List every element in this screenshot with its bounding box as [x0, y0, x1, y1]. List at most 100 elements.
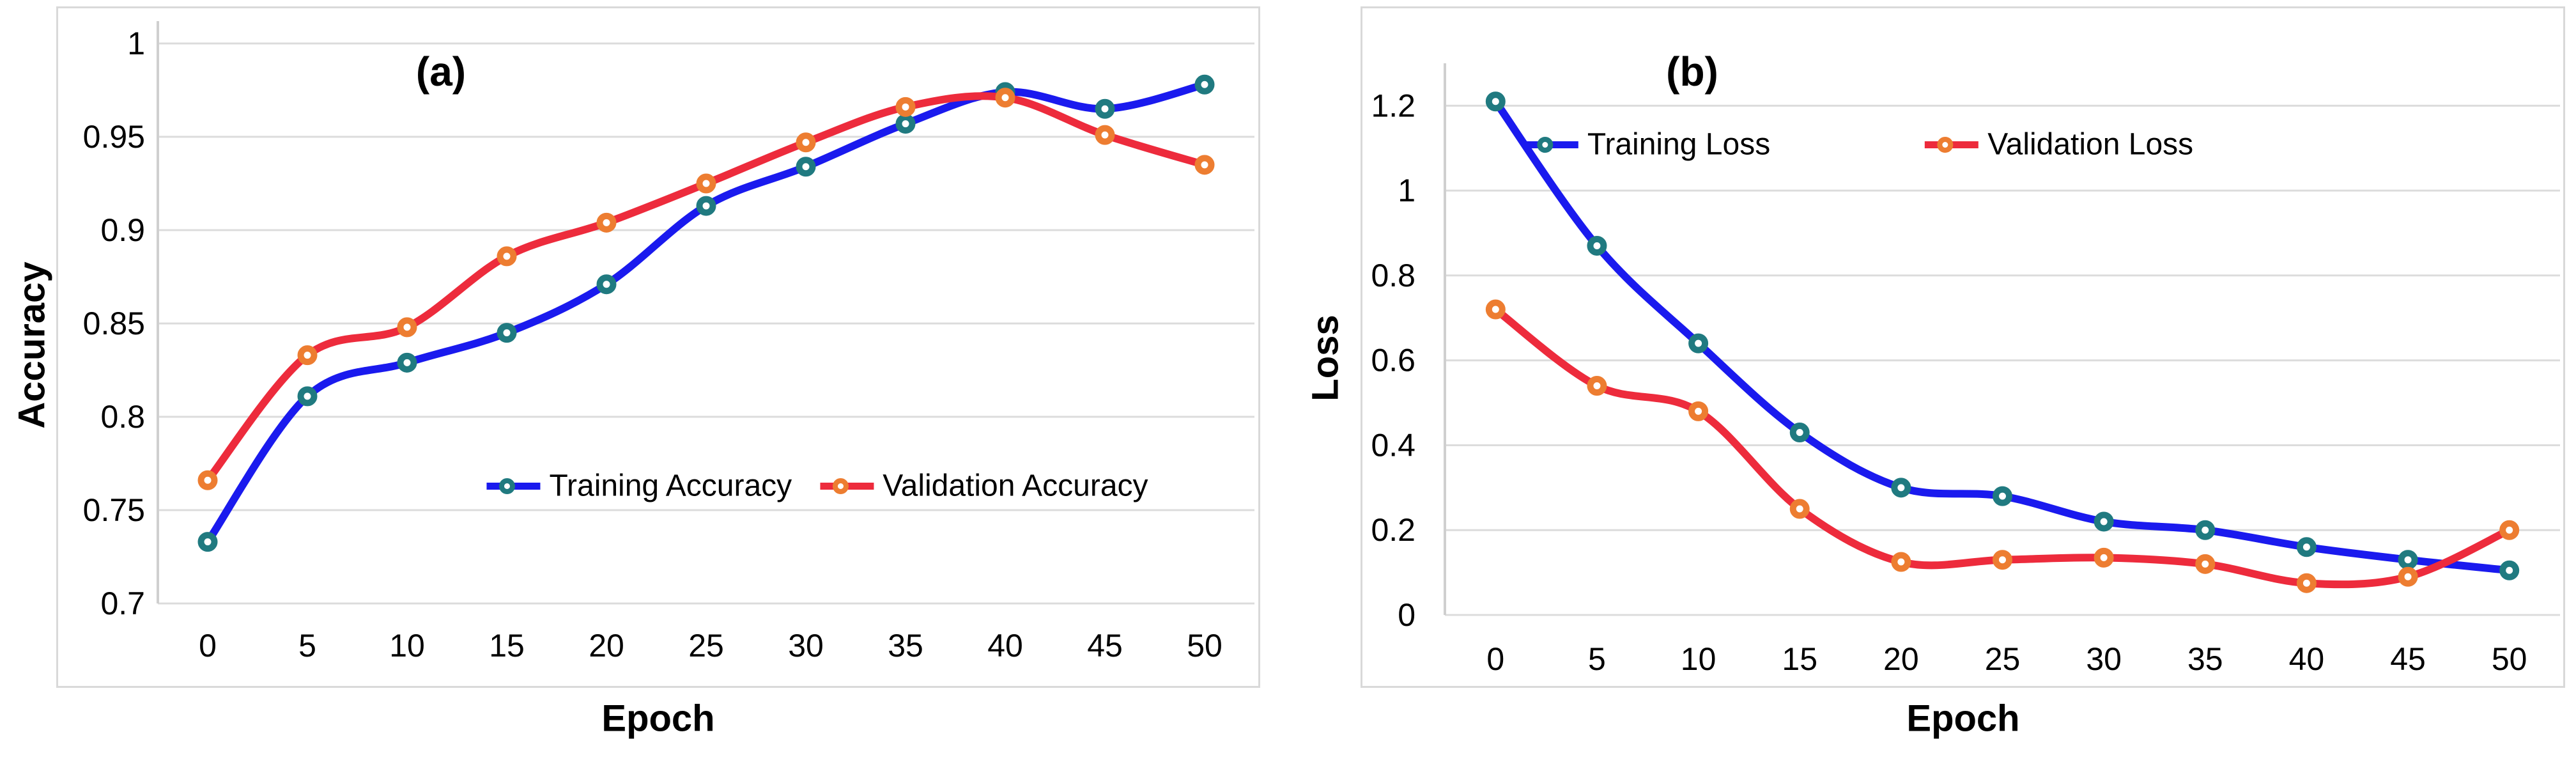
- y-tick-label: 0: [1398, 597, 1415, 633]
- legend-item-validation-accuracy: Validation Accuracy: [819, 469, 1148, 504]
- data-point-marker: [497, 323, 517, 343]
- loss-legend: Training Loss Validation Loss: [1523, 127, 2193, 162]
- x-tick-label: 35: [888, 628, 923, 664]
- validation-accuracy-line-marker-icon: [820, 478, 874, 494]
- training-loss-line-marker-icon: [1524, 136, 1578, 153]
- x-tick-label: 25: [688, 628, 724, 664]
- x-tick-label: 0: [199, 628, 217, 664]
- data-point-marker: [2296, 573, 2317, 593]
- data-point-marker: [1688, 333, 1709, 354]
- accuracy-plot: 1 0.95 0.9 0.85 0.8 0.75 0.7 0 5 10 15 20 25 30 35 40 45…: [83, 21, 1254, 664]
- data-point-marker: [2296, 537, 2317, 557]
- legend-label: Training Accuracy: [549, 469, 792, 503]
- y-tick-label: 0.9: [100, 212, 145, 248]
- x-tick-label: 20: [1883, 641, 1919, 677]
- data-point-marker: [1587, 376, 1607, 396]
- data-point-marker: [1095, 98, 1115, 119]
- x-tick-label: 10: [1681, 641, 1716, 677]
- legend-label: Validation Accuracy: [883, 469, 1148, 503]
- x-tick-label: 10: [389, 628, 425, 664]
- x-tick-label: 45: [2390, 641, 2426, 677]
- loss-plot: 1.2 1 0.8 0.6 0.4 0.2 0 0 5 10 15 20 25 30 35 40 45 50: [1371, 63, 2560, 677]
- data-point-marker: [696, 196, 716, 216]
- y-tick-label: 0.2: [1371, 512, 1415, 548]
- data-point-marker: [2499, 520, 2520, 540]
- data-point-marker: [397, 352, 417, 373]
- data-point-marker: [596, 274, 617, 295]
- accuracy-chart-panel: 1 0.95 0.9 0.85 0.8 0.75 0.7 0 5 10 15 20 25 30 35 40 45…: [56, 6, 1260, 688]
- loss-x-axis-title: Epoch: [1906, 697, 2020, 740]
- x-tick-label: 0: [1486, 641, 1504, 677]
- series-line: [204, 92, 1208, 485]
- data-point-marker: [197, 470, 218, 490]
- data-point-marker: [297, 386, 318, 407]
- training-accuracy-line-marker-icon: [486, 478, 541, 494]
- data-point-marker: [1993, 550, 2012, 570]
- y-tick-label: 1: [1398, 173, 1415, 208]
- data-point-marker: [1587, 235, 1607, 256]
- y-tick-label: 0.7: [100, 586, 145, 621]
- data-point-marker: [1688, 401, 1709, 421]
- data-point-marker: [895, 97, 916, 117]
- x-tick-label: 40: [987, 628, 1023, 664]
- data-point-marker: [497, 246, 517, 267]
- x-tick-label: 25: [1985, 641, 2021, 677]
- loss-y-axis-title: Loss: [1304, 315, 1346, 401]
- legend-label: Validation Loss: [1987, 127, 2194, 162]
- data-point-marker: [397, 317, 417, 338]
- data-point-marker: [2499, 560, 2520, 580]
- y-tick-label: 0.4: [1371, 427, 1415, 463]
- y-tick-label: 0.75: [83, 492, 145, 528]
- legend-item-training-accuracy: Training Accuracy: [485, 469, 792, 504]
- accuracy-legend: Training Accuracy Validation Accuracy: [485, 469, 1148, 504]
- data-point-marker: [1095, 125, 1115, 145]
- legend-item-validation-loss: Validation Loss: [1924, 127, 2193, 162]
- data-point-marker: [596, 212, 617, 233]
- data-point-marker: [796, 157, 816, 177]
- data-point-marker: [2094, 511, 2114, 532]
- x-tick-label: 50: [1187, 628, 1222, 664]
- panel-label-b: (b): [1666, 49, 1718, 95]
- x-tick-label: 35: [2187, 641, 2223, 677]
- data-point-marker: [2094, 547, 2114, 568]
- data-point-marker: [1194, 155, 1215, 175]
- x-tick-label: 15: [489, 628, 525, 664]
- data-point-marker: [297, 345, 318, 366]
- x-tick-label: 40: [2289, 641, 2325, 677]
- x-tick-label: 45: [1087, 628, 1123, 664]
- data-point-marker: [1891, 552, 1911, 572]
- y-tick-label: 0.6: [1371, 343, 1415, 378]
- y-tick-label: 0.95: [83, 119, 145, 155]
- data-point-marker: [1194, 74, 1215, 95]
- series-line: [1492, 97, 2513, 575]
- data-point-marker: [2398, 550, 2418, 570]
- data-point-marker: [1789, 499, 1810, 519]
- data-point-marker: [2398, 566, 2418, 587]
- x-tick-label: 20: [589, 628, 624, 664]
- data-point-marker: [2195, 520, 2216, 540]
- data-point-marker: [895, 114, 916, 134]
- data-point-marker: [1789, 423, 1810, 443]
- accuracy-y-axis-title: Accuracy: [11, 261, 53, 429]
- validation-loss-line-marker-icon: [1925, 136, 1979, 153]
- data-point-marker: [796, 132, 816, 153]
- y-tick-label: 1.2: [1371, 88, 1415, 123]
- data-point-marker: [197, 532, 218, 552]
- loss-chart-panel: 1.2 1 0.8 0.6 0.4 0.2 0 0 5 10 15 20 25 30 35 40 45 50: [1361, 6, 2565, 688]
- y-tick-label: 0.8: [1371, 258, 1415, 293]
- data-point-marker: [1891, 478, 1911, 498]
- data-point-marker: [995, 88, 1015, 108]
- x-tick-label: 50: [2492, 641, 2527, 677]
- x-tick-label: 30: [2086, 641, 2122, 677]
- legend-label: Training Loss: [1587, 127, 1771, 162]
- x-tick-label: 15: [1782, 641, 1817, 677]
- data-point-marker: [1485, 91, 1506, 112]
- x-tick-label: 30: [788, 628, 824, 664]
- x-tick-label: 5: [298, 628, 316, 664]
- data-point-marker: [2195, 554, 2216, 574]
- series-line: [1492, 306, 2513, 589]
- data-point-marker: [696, 173, 716, 194]
- legend-item-training-loss: Training Loss: [1523, 127, 1770, 162]
- series-line: [204, 81, 1208, 546]
